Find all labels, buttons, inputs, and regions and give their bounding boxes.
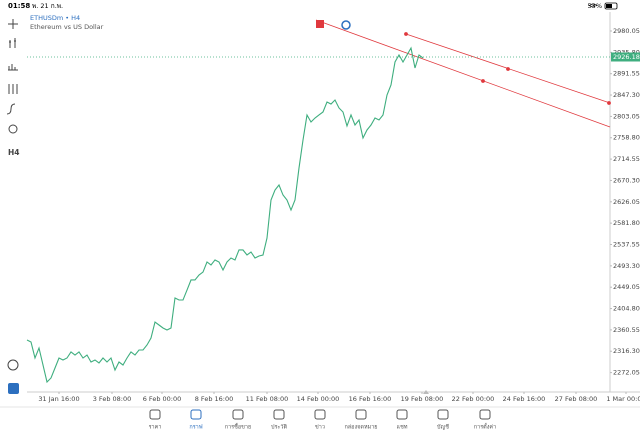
price-line bbox=[26, 46, 424, 384]
date: พ. 21 ก.พ. bbox=[32, 2, 63, 10]
y-tick-label: 2935.80 bbox=[613, 48, 640, 56]
scroll-marker bbox=[423, 390, 429, 394]
nav-label: ประวัติ bbox=[271, 424, 287, 431]
timeframe-button[interactable]: H4 bbox=[8, 148, 20, 157]
nav-label: กราฟ bbox=[189, 424, 202, 431]
nav-icon bbox=[396, 409, 408, 420]
crosshair-tool[interactable] bbox=[8, 19, 18, 29]
trend-line bbox=[315, 19, 611, 128]
trend-handle[interactable] bbox=[506, 67, 510, 71]
y-tick-label: 2449.05 bbox=[613, 283, 640, 291]
x-tick-label: 16 Feb 16:00 bbox=[349, 395, 392, 403]
drawing-badge[interactable] bbox=[341, 20, 351, 30]
x-tick-label: 19 Feb 08:00 bbox=[401, 395, 444, 403]
y-tick-label: 2537.55 bbox=[613, 240, 640, 248]
nav-item[interactable]: ข่าว bbox=[314, 409, 326, 431]
nav-label: บัญชี bbox=[437, 424, 449, 431]
y-tick-label: 2670.30 bbox=[613, 176, 640, 184]
nav-label: การตั้งค่า bbox=[474, 423, 496, 431]
symbol-title: ETHUSDm • H4 bbox=[30, 14, 80, 22]
y-tick-label: 2316.30 bbox=[613, 347, 640, 355]
battery-level bbox=[606, 4, 612, 8]
nav-item[interactable]: กราฟ bbox=[189, 409, 203, 431]
nav-icon bbox=[355, 409, 367, 420]
shapes-tool[interactable] bbox=[8, 124, 18, 134]
x-tick-label: 8 Feb 16:00 bbox=[195, 395, 234, 403]
nav-label: ราคา bbox=[149, 425, 162, 431]
x-tick-label: 11 Feb 08:00 bbox=[246, 395, 289, 403]
nav-label: ข่าว bbox=[315, 425, 325, 431]
nav-icon bbox=[149, 409, 161, 420]
last-price-box bbox=[611, 52, 640, 62]
nav-icon bbox=[437, 409, 449, 420]
nav-item[interactable]: ราคา bbox=[149, 409, 162, 431]
y-tick-label: 2891.55 bbox=[613, 70, 640, 78]
y-tick-label: 2493.30 bbox=[613, 262, 640, 270]
analytics-tool[interactable] bbox=[7, 359, 19, 371]
left-toolbar bbox=[6, 19, 19, 371]
y-tick-label: 2980.05 bbox=[613, 27, 640, 35]
nav-icon bbox=[479, 409, 491, 420]
x-tick-label: 14 Feb 00:00 bbox=[297, 395, 340, 403]
drawing-badge[interactable] bbox=[316, 20, 324, 28]
nav-item[interactable]: ประวัติ bbox=[271, 409, 287, 431]
x-tick-label: 22 Feb 00:00 bbox=[452, 395, 495, 403]
x-tick-label: 3 Feb 08:00 bbox=[93, 395, 132, 403]
battery-icon bbox=[604, 2, 618, 10]
nav-item[interactable]: กล่องจดหมาย bbox=[344, 409, 378, 431]
trend-handle[interactable] bbox=[481, 79, 485, 83]
nav-item[interactable]: การตั้งค่า bbox=[474, 409, 496, 431]
nav-icon bbox=[232, 409, 244, 420]
clock: 01:58 bbox=[8, 2, 30, 10]
nav-label: กล่องจดหมาย bbox=[344, 425, 377, 431]
y-tick-label: 2626.05 bbox=[613, 198, 640, 206]
app-icon[interactable] bbox=[8, 383, 19, 394]
x-tick-label: 24 Feb 16:00 bbox=[503, 395, 546, 403]
y-tick-label: 2847.30 bbox=[613, 91, 640, 99]
wifi-icon bbox=[588, 3, 598, 8]
y-tick-label: 2758.80 bbox=[613, 134, 640, 142]
function-tool[interactable] bbox=[6, 103, 16, 115]
y-tick-label: 2272.05 bbox=[613, 369, 640, 377]
nav-icon bbox=[314, 409, 326, 420]
trend-handle[interactable] bbox=[404, 32, 408, 36]
x-tick-label: 1 Mar 00:00 bbox=[606, 395, 640, 403]
symbol-subtitle: Ethereum vs US Dollar bbox=[30, 23, 104, 31]
last-price-label: 2926.18 bbox=[613, 53, 640, 61]
indicator-tool[interactable] bbox=[8, 64, 18, 71]
nav-icon bbox=[273, 409, 285, 420]
settings-tool[interactable] bbox=[8, 84, 18, 94]
x-tick-label: 31 Jan 16:00 bbox=[38, 395, 79, 403]
y-tick-label: 2360.55 bbox=[613, 326, 640, 334]
nav-item[interactable]: บัญชี bbox=[437, 409, 449, 431]
y-tick-label: 2404.80 bbox=[613, 305, 640, 313]
y-tick-label: 2714.55 bbox=[613, 155, 640, 163]
candle-tool[interactable] bbox=[9, 38, 16, 48]
y-tick-label: 2581.80 bbox=[613, 219, 640, 227]
nav-label: การซื้อขาย bbox=[225, 423, 251, 431]
trend-channel bbox=[315, 19, 611, 128]
bottom-nav: ราคา กราฟ การซื้อขาย ประวัติ ข่าว กล่องจดหมาย… bbox=[149, 409, 496, 431]
battery-percent: 53% bbox=[588, 2, 602, 10]
x-tick-label: 27 Feb 08:00 bbox=[555, 395, 598, 403]
trend-handle[interactable] bbox=[607, 101, 611, 105]
nav-item[interactable]: การซื้อขาย bbox=[225, 409, 251, 431]
nav-item[interactable]: แชท bbox=[396, 409, 408, 431]
nav-label: แชท bbox=[397, 424, 408, 431]
nav-icon bbox=[190, 409, 202, 420]
x-tick-label: 6 Feb 00:00 bbox=[143, 395, 182, 403]
y-tick-label: 2803.05 bbox=[613, 112, 640, 120]
